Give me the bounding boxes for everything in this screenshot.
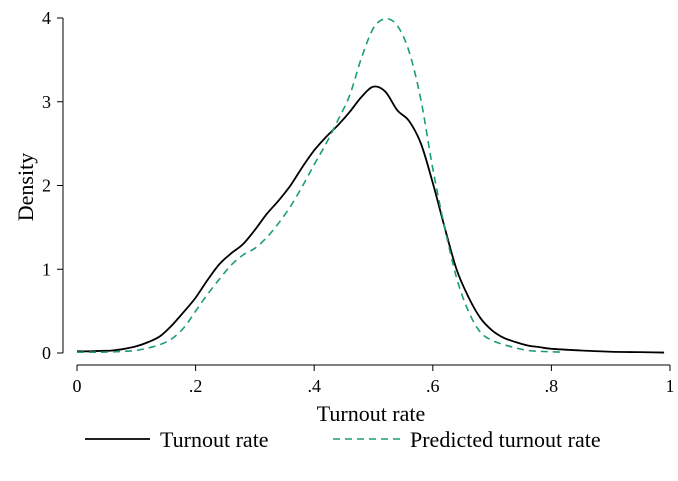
x-tick-label: .8: [545, 376, 559, 396]
x-tick-label: .6: [426, 376, 440, 396]
y-axis-title: Density: [13, 153, 38, 221]
x-tick-label: .2: [189, 376, 203, 396]
y-tick-label: 1: [42, 259, 51, 279]
y-tick-label: 0: [42, 343, 51, 363]
x-tick-label: 0: [73, 376, 82, 396]
series-line-predicted-turnout: [76, 17, 564, 354]
y-tick-label: 4: [42, 8, 51, 28]
legend-label: Turnout rate: [160, 427, 269, 452]
series-line-turnout: [76, 85, 665, 354]
y-axis: 0 1 2 3 4: [42, 8, 64, 363]
y-tick-label: 2: [42, 176, 51, 196]
x-tick-label: 1: [666, 376, 675, 396]
y-tick-label: 3: [42, 92, 51, 112]
x-ticks: 0 .2 .4 .6 .8 1: [73, 365, 675, 396]
legend: Turnout rate Predicted turnout rate: [85, 427, 601, 452]
x-axis: 0 .2 .4 .6 .8 1: [73, 364, 675, 396]
y-ticks: 0 1 2 3 4: [42, 8, 63, 363]
x-tick-label: .4: [307, 376, 321, 396]
series-lines: [76, 17, 665, 354]
legend-label: Predicted turnout rate: [410, 427, 601, 452]
x-axis-title: Turnout rate: [317, 401, 426, 426]
